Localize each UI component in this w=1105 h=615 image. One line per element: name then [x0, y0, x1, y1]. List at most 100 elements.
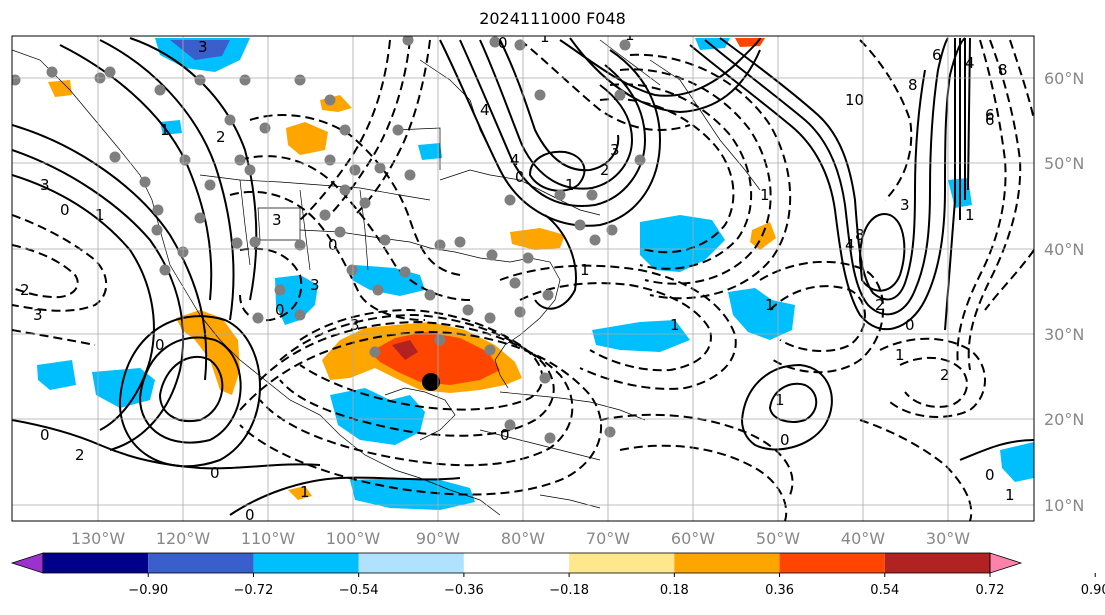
- solid-contours: [12, 37, 1034, 516]
- contour-label: 0: [905, 316, 915, 334]
- contour-label: 3: [350, 316, 360, 334]
- colorbar-tick-label: −0.18: [549, 583, 589, 598]
- colorbar-segment: [779, 553, 885, 573]
- contour-label: 2: [940, 366, 950, 384]
- contour-label: 0: [985, 466, 995, 484]
- contour-label: 2: [216, 128, 226, 146]
- contour-label: 3: [900, 196, 910, 214]
- lon-label: 130°W: [71, 529, 126, 548]
- contour-label: 0: [498, 34, 508, 52]
- lon-label: 120°W: [156, 529, 211, 548]
- contour-label: 1: [160, 121, 170, 139]
- contour-label: 4: [510, 151, 520, 169]
- colorbar-extend-high: [989, 552, 1023, 574]
- colorbar-tick-label: −0.90: [128, 583, 168, 598]
- lon-label: 110°W: [241, 529, 296, 548]
- contour-label: 2: [20, 281, 30, 299]
- lat-label: 20°N: [1044, 410, 1084, 429]
- contour-label: 6: [985, 111, 995, 129]
- colorbar-segment: [253, 553, 359, 573]
- colorbar-segment: [569, 553, 675, 573]
- lat-label: 30°N: [1044, 325, 1084, 344]
- colorbar-tick-label: 0.72: [976, 583, 1005, 598]
- contour-label: 2: [600, 161, 610, 179]
- lon-label: 90°W: [416, 529, 460, 548]
- observation-stations: [12, 36, 646, 444]
- contour-label: 1: [580, 261, 590, 279]
- contour-label: 1: [300, 483, 310, 501]
- contour-label: 6: [985, 106, 995, 124]
- contour-label: 6: [932, 46, 942, 64]
- colorbar-segment: [43, 553, 149, 573]
- lon-label: 60°W: [671, 529, 715, 548]
- lat-label: 40°N: [1044, 240, 1084, 259]
- contour-label: 1: [670, 316, 680, 334]
- colorbar-tick-label: −0.36: [444, 583, 484, 598]
- colorbar-outline: [42, 552, 991, 574]
- contour-label: 0: [60, 201, 70, 219]
- contour-label: 1: [965, 206, 975, 224]
- colorbar-tick-label: 0.90: [1081, 583, 1105, 598]
- contour-label: 1: [625, 26, 635, 44]
- lon-label: 100°W: [326, 529, 381, 548]
- contour-label: 0: [780, 431, 790, 449]
- colorbar-tick-label: 0.54: [870, 583, 899, 598]
- colorbar-extend-low: [10, 552, 44, 574]
- longitude-labels: 130°W 120°W 110°W 100°W 90°W 80°W 70°W 6…: [71, 529, 970, 548]
- contour-label: 2: [75, 446, 85, 464]
- contour-label: 3: [610, 141, 620, 159]
- contour-label: 0: [328, 236, 338, 254]
- colorbar-segment: [148, 553, 254, 573]
- contour-label: 3: [272, 211, 282, 229]
- lat-label: 10°N: [1044, 496, 1084, 515]
- lat-label: 50°N: [1044, 154, 1084, 173]
- colorbar-tick-label: 0.36: [765, 583, 794, 598]
- gridlines: [12, 36, 1034, 521]
- contour-label: 4: [965, 54, 975, 72]
- colorbar-tick-label: 0.18: [660, 583, 689, 598]
- contour-label: 1: [95, 206, 105, 224]
- contour-label: 3: [40, 176, 50, 194]
- colorbar-segments: [10, 552, 1023, 574]
- contour-label: 0: [515, 168, 525, 186]
- contour-label: 4: [845, 236, 855, 254]
- lon-label: 80°W: [501, 529, 545, 548]
- contour-label: 1: [1005, 486, 1015, 504]
- contour-label: 1: [765, 296, 775, 314]
- positive-anomaly-fills: [48, 38, 776, 500]
- lon-label: 40°W: [841, 529, 885, 548]
- storm-center-marker: [422, 373, 440, 391]
- lat-label: 60°N: [1044, 69, 1084, 88]
- contour-label: 8: [855, 226, 865, 244]
- contour-label: 8: [908, 76, 918, 94]
- map-title: 2024111000 F048: [479, 9, 626, 28]
- contour-label: 3: [198, 38, 208, 56]
- contour-label: 1: [775, 391, 785, 409]
- colorbar-tick-label: −0.72: [234, 583, 274, 598]
- contour-label: 10: [845, 91, 864, 109]
- lon-label: 50°W: [756, 529, 800, 548]
- contour-label: 1: [540, 28, 550, 46]
- colorbar-segment: [463, 553, 570, 573]
- contour-label: 8: [998, 61, 1008, 79]
- contour-label: 0: [210, 464, 220, 482]
- colorbar-tick-labels: −0.90 −0.72 −0.54 −0.36 −0.18 0.18 0.36 0.54 0.7…: [128, 573, 1105, 598]
- map-frame: [11, 35, 1035, 522]
- contour-label: 0: [500, 426, 510, 444]
- colorbar-segment: [358, 553, 464, 573]
- contour-labels: 3 1 2 3 4 3 2 1 0 3 10 6 8 8 6 4 2 3 4 8…: [20, 26, 1015, 521]
- latitude-labels: 60°N 50°N 40°N 30°N 20°N 10°N: [1044, 69, 1084, 515]
- contour-label: 3: [33, 306, 43, 324]
- colorbar-tick-label: −0.54: [339, 583, 379, 598]
- colorbar: −0.90 −0.72 −0.54 −0.36 −0.18 0.18 0.36 0.54 0.7…: [10, 552, 1105, 598]
- colorbar-segment: [884, 553, 990, 573]
- contour-label: 3: [310, 276, 320, 294]
- contour-label: 1: [895, 346, 905, 364]
- contour-label: 0: [40, 426, 50, 444]
- contour-label: 1: [565, 176, 575, 194]
- lon-label: 30°W: [926, 529, 970, 548]
- contour-label: 0: [275, 301, 285, 319]
- contour-label: 2: [875, 296, 885, 314]
- contour-label: 0: [155, 336, 165, 354]
